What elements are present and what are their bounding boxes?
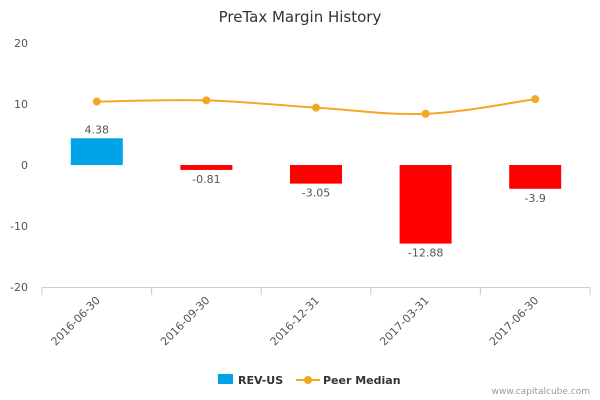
y-tick-label: -20 <box>10 281 28 294</box>
x-tick-label: 2016-09-30 <box>158 294 212 348</box>
x-tick-label: 2016-06-30 <box>49 294 103 348</box>
x-tick-label: 2017-03-31 <box>377 294 431 348</box>
peer-median-point[interactable] <box>92 97 101 106</box>
legend-label-peer-median: Peer Median <box>323 374 401 387</box>
legend: REV-US Peer Median <box>218 374 401 387</box>
legend-swatch-rev-us <box>218 374 233 384</box>
axes: 20 10 0 -10 -20 2016-06-30 2016-09-30 2016-12-3… <box>10 37 591 348</box>
peer-median-point[interactable] <box>202 96 211 105</box>
data-label: -3.05 <box>302 187 330 200</box>
legend-marker-peer-median <box>304 376 312 384</box>
credit-text: www.capitalcube.com <box>492 387 590 397</box>
data-label: -12.88 <box>408 247 443 260</box>
bar-rev-us[interactable] <box>70 138 123 165</box>
x-tick-label: 2017-06-30 <box>487 294 541 348</box>
data-label: -3.9 <box>524 192 545 205</box>
peer-median-line <box>92 95 540 118</box>
y-tick-label: 10 <box>14 98 28 111</box>
chart-title: PreTax Margin History <box>219 8 382 26</box>
bar-rev-us[interactable] <box>509 165 562 189</box>
bar-rev-us[interactable] <box>180 165 233 170</box>
y-tick-label: 20 <box>14 37 28 50</box>
data-label: 4.38 <box>85 123 110 136</box>
y-tick-label: -10 <box>10 220 28 233</box>
data-label: -0.81 <box>192 173 220 186</box>
x-tick-label: 2016-12-31 <box>268 294 322 348</box>
bars: 4.38 -0.81 -3.05 -12.88 -3.9 <box>70 123 562 260</box>
peer-median-point[interactable] <box>312 103 320 112</box>
peer-median-point[interactable] <box>421 109 430 118</box>
peer-median-point[interactable] <box>531 95 540 104</box>
y-tick-label: 0 <box>21 159 28 172</box>
legend-label-rev-us: REV-US <box>238 374 283 387</box>
bar-rev-us[interactable] <box>399 165 452 244</box>
bar-rev-us[interactable] <box>290 165 342 184</box>
